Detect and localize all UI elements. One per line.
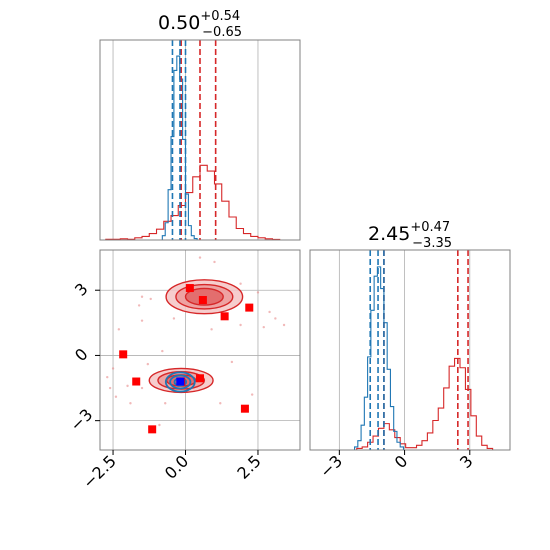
x-axis-ticks: −2.5 0.0 2.5 (79, 450, 265, 492)
outlier-point (137, 304, 141, 307)
histogram-param-2-panel: 2.45+0.47 −3.35 −3 0 3 (309, 220, 511, 482)
x-axis-ticks: −3 0 3 (316, 450, 477, 482)
red-histogram-step (105, 164, 281, 240)
outlier-point (239, 323, 242, 327)
red-square-marker (185, 284, 194, 293)
outlier-point (106, 375, 109, 379)
outlier-point (268, 310, 271, 314)
outlier-point (146, 362, 150, 366)
y-tick-label: 0 (71, 344, 92, 365)
outlier-point (274, 317, 277, 320)
outlier-point (140, 386, 144, 390)
outlier-point (282, 323, 286, 327)
red-square-marker (119, 350, 128, 359)
red-square-marker (198, 296, 207, 304)
y-tick-label: 3 (71, 279, 92, 300)
outlier-points (106, 256, 286, 427)
red-square-marker (240, 404, 249, 413)
outlier-point (256, 291, 260, 294)
histogram-param-1-frame (99, 39, 301, 241)
outlier-point (161, 349, 164, 353)
x-tick-label: 2.5 (233, 451, 264, 482)
param-2-median: 2.45 (368, 223, 410, 245)
y-axis-ticks: −3 0 3 (66, 279, 100, 435)
red-histogram (356, 357, 494, 450)
x-tick-label: −2.5 (79, 451, 120, 492)
x-tick-label: 0.0 (161, 451, 192, 482)
red-contours (148, 279, 244, 394)
outlier-point (262, 325, 265, 329)
grid-lines (338, 250, 471, 450)
outlier-point (172, 317, 176, 320)
red-square-marker (220, 312, 229, 321)
outlier-point (158, 423, 161, 427)
blue-histogram (354, 266, 405, 450)
outlier-point (108, 386, 112, 390)
blue-contour-level (169, 374, 192, 390)
quantile-lines (369, 250, 469, 450)
quantile-lines (171, 40, 217, 240)
param-1-median: 0.50 (158, 12, 200, 34)
red-square-marker (132, 377, 141, 386)
y-tick-label: −3 (66, 405, 96, 435)
param-1-plus: +0.54 (200, 9, 240, 24)
red-square-marker (245, 303, 254, 312)
outlier-point (239, 282, 242, 285)
red-histogram (105, 164, 281, 240)
histogram-param-1-title: 0.50+0.54 −0.65 (158, 9, 242, 40)
outlier-point (210, 328, 213, 331)
param-1-minus: −0.65 (202, 25, 242, 40)
outlier-point (219, 402, 222, 405)
markers (119, 284, 254, 434)
x-tick-label: −3 (316, 451, 346, 481)
red-histogram-step (356, 357, 494, 450)
outlier-point (213, 260, 216, 264)
outlier-point (140, 319, 144, 322)
blue-square-marker (176, 377, 185, 386)
scatter-contour-panel: −2.5 0.0 2.5 −3 0 3 (66, 249, 301, 492)
outlier-point (111, 367, 115, 370)
outlier-point (117, 328, 121, 331)
outlier-point (129, 402, 132, 405)
outlier-point (114, 395, 118, 398)
param-2-plus: +0.47 (410, 220, 450, 235)
x-tick-label: 0 (391, 451, 412, 472)
outlier-point (126, 384, 129, 388)
histogram-param-2-title: 2.45+0.47 −3.35 (368, 220, 452, 251)
outlier-point (140, 295, 144, 298)
outlier-point (250, 393, 254, 396)
x-tick-label: 3 (456, 451, 477, 472)
outlier-point (149, 297, 152, 301)
outlier-point (198, 256, 202, 259)
red-square-marker (196, 374, 204, 383)
outlier-point (230, 360, 234, 364)
scatter-contour-frame (99, 249, 301, 451)
blue-histogram-step (354, 266, 405, 450)
param-2-minus: −3.35 (412, 236, 452, 251)
histogram-param-1-panel: 0.50+0.54 −0.65 (99, 9, 301, 241)
red-square-marker (148, 425, 157, 434)
histogram-param-2-frame (309, 249, 511, 451)
outlier-point (164, 402, 167, 405)
blue-contour-level (164, 371, 196, 393)
